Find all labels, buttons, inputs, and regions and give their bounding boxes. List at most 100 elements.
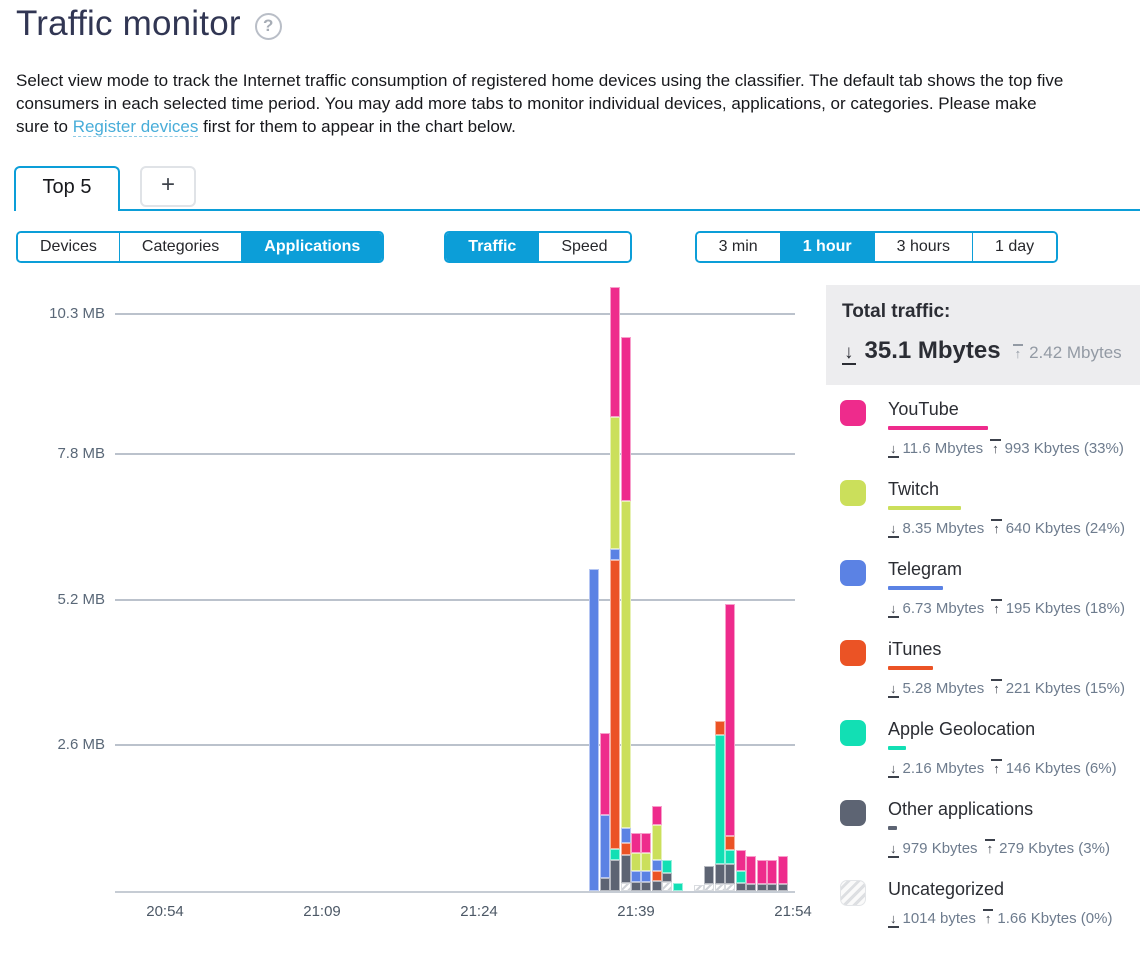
legend-swatch <box>840 880 866 906</box>
total-traffic-values: ↓ 35.1 Mbytes ↑ 2.42 Mbytes <box>842 337 1124 365</box>
legend-list: YouTube ↓ 11.6 Mbytes ↑ 993 Kbytes (33%) Twit… <box>826 398 1140 938</box>
chart-bar-21-48 <box>725 604 736 891</box>
legend-item-stats: ↓ 11.6 Mbytes ↑ 993 Kbytes (33%) <box>888 439 1124 458</box>
help-icon[interactable]: ? <box>254 12 282 40</box>
legend-swatch <box>840 800 866 826</box>
tab-bar: Top 5 + <box>14 166 1140 213</box>
download-icon: ↓ <box>842 342 856 365</box>
bar-segment-other <box>714 864 725 884</box>
download-icon: ↓ <box>888 681 899 698</box>
legend-item-youtube[interactable]: YouTube ↓ 11.6 Mbytes ↑ 993 Kbytes (33%) <box>826 398 1140 458</box>
upload-icon: ↑ <box>1012 344 1024 361</box>
tab-top5[interactable]: Top 5 <box>14 166 120 213</box>
gridline-5-2-mb: 5.2 MB <box>57 591 795 608</box>
bar-segment-twitch <box>631 853 641 871</box>
legend-share-bar <box>888 666 933 670</box>
traffic-chart: 10.3 MB 7.8 MB 5.2 MB 2.6 MB 20:54 21:09 21:2… <box>16 285 822 930</box>
legend-item-name: Apple Geolocation <box>888 719 1036 739</box>
legend-panel: Total traffic: ↓ 35.1 Mbytes ↑ 2.42 Mbyte… <box>826 285 1140 958</box>
period-option-1-day[interactable]: 1 day <box>971 233 1057 261</box>
legend-item-uncategorized[interactable]: Uncategorized ↓ 1014 bytes ↑ 1.66 Kbytes (0%… <box>826 878 1140 938</box>
metric-option-speed[interactable]: Speed <box>538 233 630 261</box>
y-axis-label: 10.3 MB <box>49 305 105 323</box>
bar-segment-twitch <box>641 853 652 871</box>
chart-x-axis <box>115 891 795 893</box>
register-devices-link[interactable]: Register devices <box>72 117 199 137</box>
bar-segment-youtube <box>735 850 746 871</box>
bar-segment-youtube <box>746 856 757 884</box>
bar-segment-itunes <box>610 560 621 849</box>
chart-bar-21-45 <box>693 885 704 891</box>
legend-item-itunes[interactable]: iTunes ↓ 5.28 Mbytes ↑ 221 Kbytes (15%) <box>826 638 1140 698</box>
download-icon: ↓ <box>888 601 899 618</box>
legend-item-twitch[interactable]: Twitch ↓ 8.35 Mbytes ↑ 640 Kbytes (24%) <box>826 478 1140 538</box>
download-icon: ↓ <box>888 441 899 458</box>
legend-share-bar <box>888 506 961 510</box>
legend-swatch <box>840 480 866 506</box>
page-header: Traffic monitor ? <box>16 4 282 44</box>
bar-segment-apple-geolocation <box>662 860 673 873</box>
total-upload-value: 2.42 Mbytes <box>1029 343 1122 362</box>
bar-segment-itunes <box>620 843 631 855</box>
chart-bar-21-38 <box>620 337 631 891</box>
bar-segment-telegram <box>599 815 610 878</box>
legend-item-stats: ↓ 8.35 Mbytes ↑ 640 Kbytes (24%) <box>888 519 1125 538</box>
bar-segment-youtube <box>777 856 788 884</box>
metric-option-traffic[interactable]: Traffic <box>446 233 539 261</box>
bar-segment-youtube <box>756 860 767 884</box>
bar-segment-youtube <box>599 733 610 815</box>
bar-segment-telegram <box>589 569 600 891</box>
legend-item-name: Twitch <box>888 479 940 499</box>
legend-share-bar <box>888 746 906 750</box>
legend-item-telegram[interactable]: Telegram ↓ 6.73 Mbytes ↑ 195 Kbytes (18%) <box>826 558 1140 618</box>
view-mode-option-categories[interactable]: Categories <box>118 233 242 261</box>
add-tab-button[interactable]: + <box>140 166 196 207</box>
bar-segment-other <box>631 882 641 891</box>
y-axis-label: 7.8 MB <box>57 445 105 463</box>
bar-segment-telegram <box>641 871 652 882</box>
legend-item-apple-geolocation[interactable]: Apple Geolocation ↓ 2.16 Mbytes ↑ 146 Kbytes… <box>826 718 1140 778</box>
bar-segment-other <box>725 864 736 884</box>
legend-swatch <box>840 640 866 666</box>
bar-segment-uncategorized <box>662 882 673 891</box>
bar-segment-itunes <box>725 836 736 850</box>
bar-segment-other <box>610 860 621 891</box>
upload-icon: ↑ <box>990 439 1001 456</box>
bar-segment-apple-geolocation <box>725 850 736 864</box>
y-axis-label: 2.6 MB <box>57 736 105 754</box>
chart-bar-21-41 <box>651 806 662 891</box>
bar-segment-youtube <box>641 833 652 853</box>
bar-segment-apple-geolocation <box>610 849 621 860</box>
bar-segment-uncategorized <box>714 884 725 891</box>
legend-swatch <box>840 720 866 746</box>
chart-bar-21-46 <box>704 866 715 891</box>
bar-segment-itunes <box>651 871 662 881</box>
period-option-1-hour[interactable]: 1 hour <box>779 233 874 261</box>
chart-bar-21-40 <box>641 833 652 891</box>
y-axis-label: 5.2 MB <box>57 590 105 608</box>
x-axis-label-21-54: 21:54 <box>774 903 812 920</box>
total-traffic-label: Total traffic: <box>842 301 951 322</box>
view-mode-option-applications[interactable]: Applications <box>241 233 383 261</box>
chart-bars <box>16 285 822 891</box>
bar-segment-twitch <box>651 825 662 860</box>
legend-share-bar <box>888 586 943 590</box>
bar-segment-itunes <box>714 721 725 735</box>
total-download-value: 35.1 Mbytes <box>864 337 1001 364</box>
bar-segment-youtube <box>610 287 621 417</box>
bar-segment-other <box>777 884 788 891</box>
period-option-3-min[interactable]: 3 min <box>696 233 780 261</box>
bar-segment-youtube <box>767 860 778 884</box>
view-mode-switch: Devices Categories Applications <box>16 231 385 263</box>
view-mode-option-devices[interactable]: Devices <box>18 233 119 261</box>
bar-segment-youtube <box>631 833 641 853</box>
legend-item-other-applications[interactable]: Other applications ↓ 979 Kbytes ↑ 279 Kbytes… <box>826 798 1140 858</box>
legend-item-name: Uncategorized <box>888 879 1005 899</box>
bar-segment-apple-geolocation <box>672 883 683 891</box>
bar-segment-other <box>662 873 673 882</box>
legend-item-name: Other applications <box>888 799 1034 819</box>
chart-bar-21-42 <box>662 860 673 891</box>
legend-item-stats: ↓ 6.73 Mbytes ↑ 195 Kbytes (18%) <box>888 599 1125 618</box>
period-option-3-hours[interactable]: 3 hours <box>873 233 972 261</box>
